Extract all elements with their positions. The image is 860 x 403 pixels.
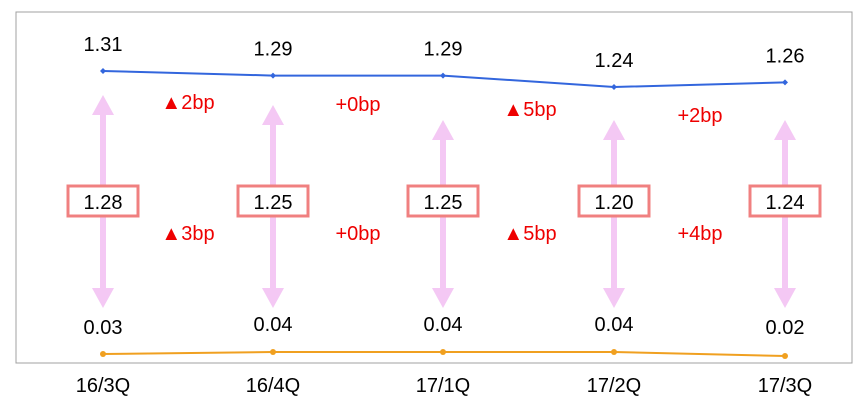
- lending-rate-point: [782, 79, 788, 86]
- lending-rate-label: 1.29: [254, 39, 293, 61]
- spread-value-box: [577, 184, 651, 218]
- x-tick-label: 16/4Q: [246, 375, 300, 397]
- spread-value-label: 1.25: [424, 192, 463, 214]
- change-upper-label: +0bp: [335, 94, 380, 116]
- spread-value-box: [406, 184, 480, 218]
- deposit-rate-label: 0.04: [424, 314, 463, 336]
- deposit-rate-point: [100, 351, 106, 357]
- spread-arrow-head-up: [603, 120, 625, 140]
- spread-arrow-head-up: [432, 120, 454, 140]
- change-lower-label: +4bp: [677, 223, 722, 245]
- lending-rate-label: 1.24: [595, 50, 634, 72]
- change-lower-label: +0bp: [335, 223, 380, 245]
- lending-rate-label: 1.31: [84, 34, 123, 56]
- deposit-rate-label: 0.04: [595, 314, 634, 336]
- spread-arrow-head-up: [262, 105, 284, 125]
- deposit-rate-point: [270, 349, 276, 355]
- change-upper-label: ▲5bp: [503, 99, 556, 121]
- spread-value-box: [748, 184, 822, 218]
- x-tick-label: 17/1Q: [416, 375, 470, 397]
- deposit-rate-point: [611, 349, 617, 355]
- lending-rate-point: [440, 72, 446, 79]
- x-tick-label: 16/3Q: [76, 375, 130, 397]
- change-upper-label: ▲2bp: [161, 92, 214, 114]
- x-tick-label: 17/2Q: [587, 375, 641, 397]
- spread-value-label: 1.25: [254, 192, 293, 214]
- spread-value-label: 1.28: [84, 192, 123, 214]
- change-lower-label: ▲3bp: [161, 223, 214, 245]
- spread-value-box: [236, 184, 310, 218]
- deposit-rate-label: 0.04: [254, 314, 293, 336]
- spread-value-box: [66, 184, 140, 218]
- spread-arrow-head-down: [603, 288, 625, 308]
- spread-arrow-head-down: [774, 288, 796, 308]
- spread-value-label: 1.20: [595, 192, 634, 214]
- spread-value-label: 1.24: [766, 192, 805, 214]
- change-upper-label: +2bp: [677, 105, 722, 127]
- lending-rate-point: [611, 84, 617, 90]
- spread-arrow-head-up: [92, 95, 114, 115]
- plot-frame: [15, 11, 853, 364]
- lending-rate-line: [102, 70, 786, 89]
- x-tick-label: 17/3Q: [758, 375, 812, 397]
- deposit-rate-point: [782, 353, 788, 359]
- lending-rate-label: 1.26: [766, 45, 805, 67]
- spread-arrow-head-up: [774, 120, 796, 140]
- lending-rate-label: 1.29: [424, 39, 463, 61]
- deposit-rate-point: [440, 349, 446, 355]
- spread-arrow-head-down: [432, 288, 454, 308]
- lending-rate-point: [270, 72, 276, 79]
- deposit-rate-label: 0.03: [84, 317, 123, 339]
- deposit-rate-label: 0.02: [766, 317, 805, 339]
- spread-arrow-head-down: [92, 288, 114, 308]
- change-lower-label: ▲5bp: [503, 223, 556, 245]
- spread-arrow-head-down: [262, 288, 284, 308]
- lending-rate-point: [100, 68, 106, 74]
